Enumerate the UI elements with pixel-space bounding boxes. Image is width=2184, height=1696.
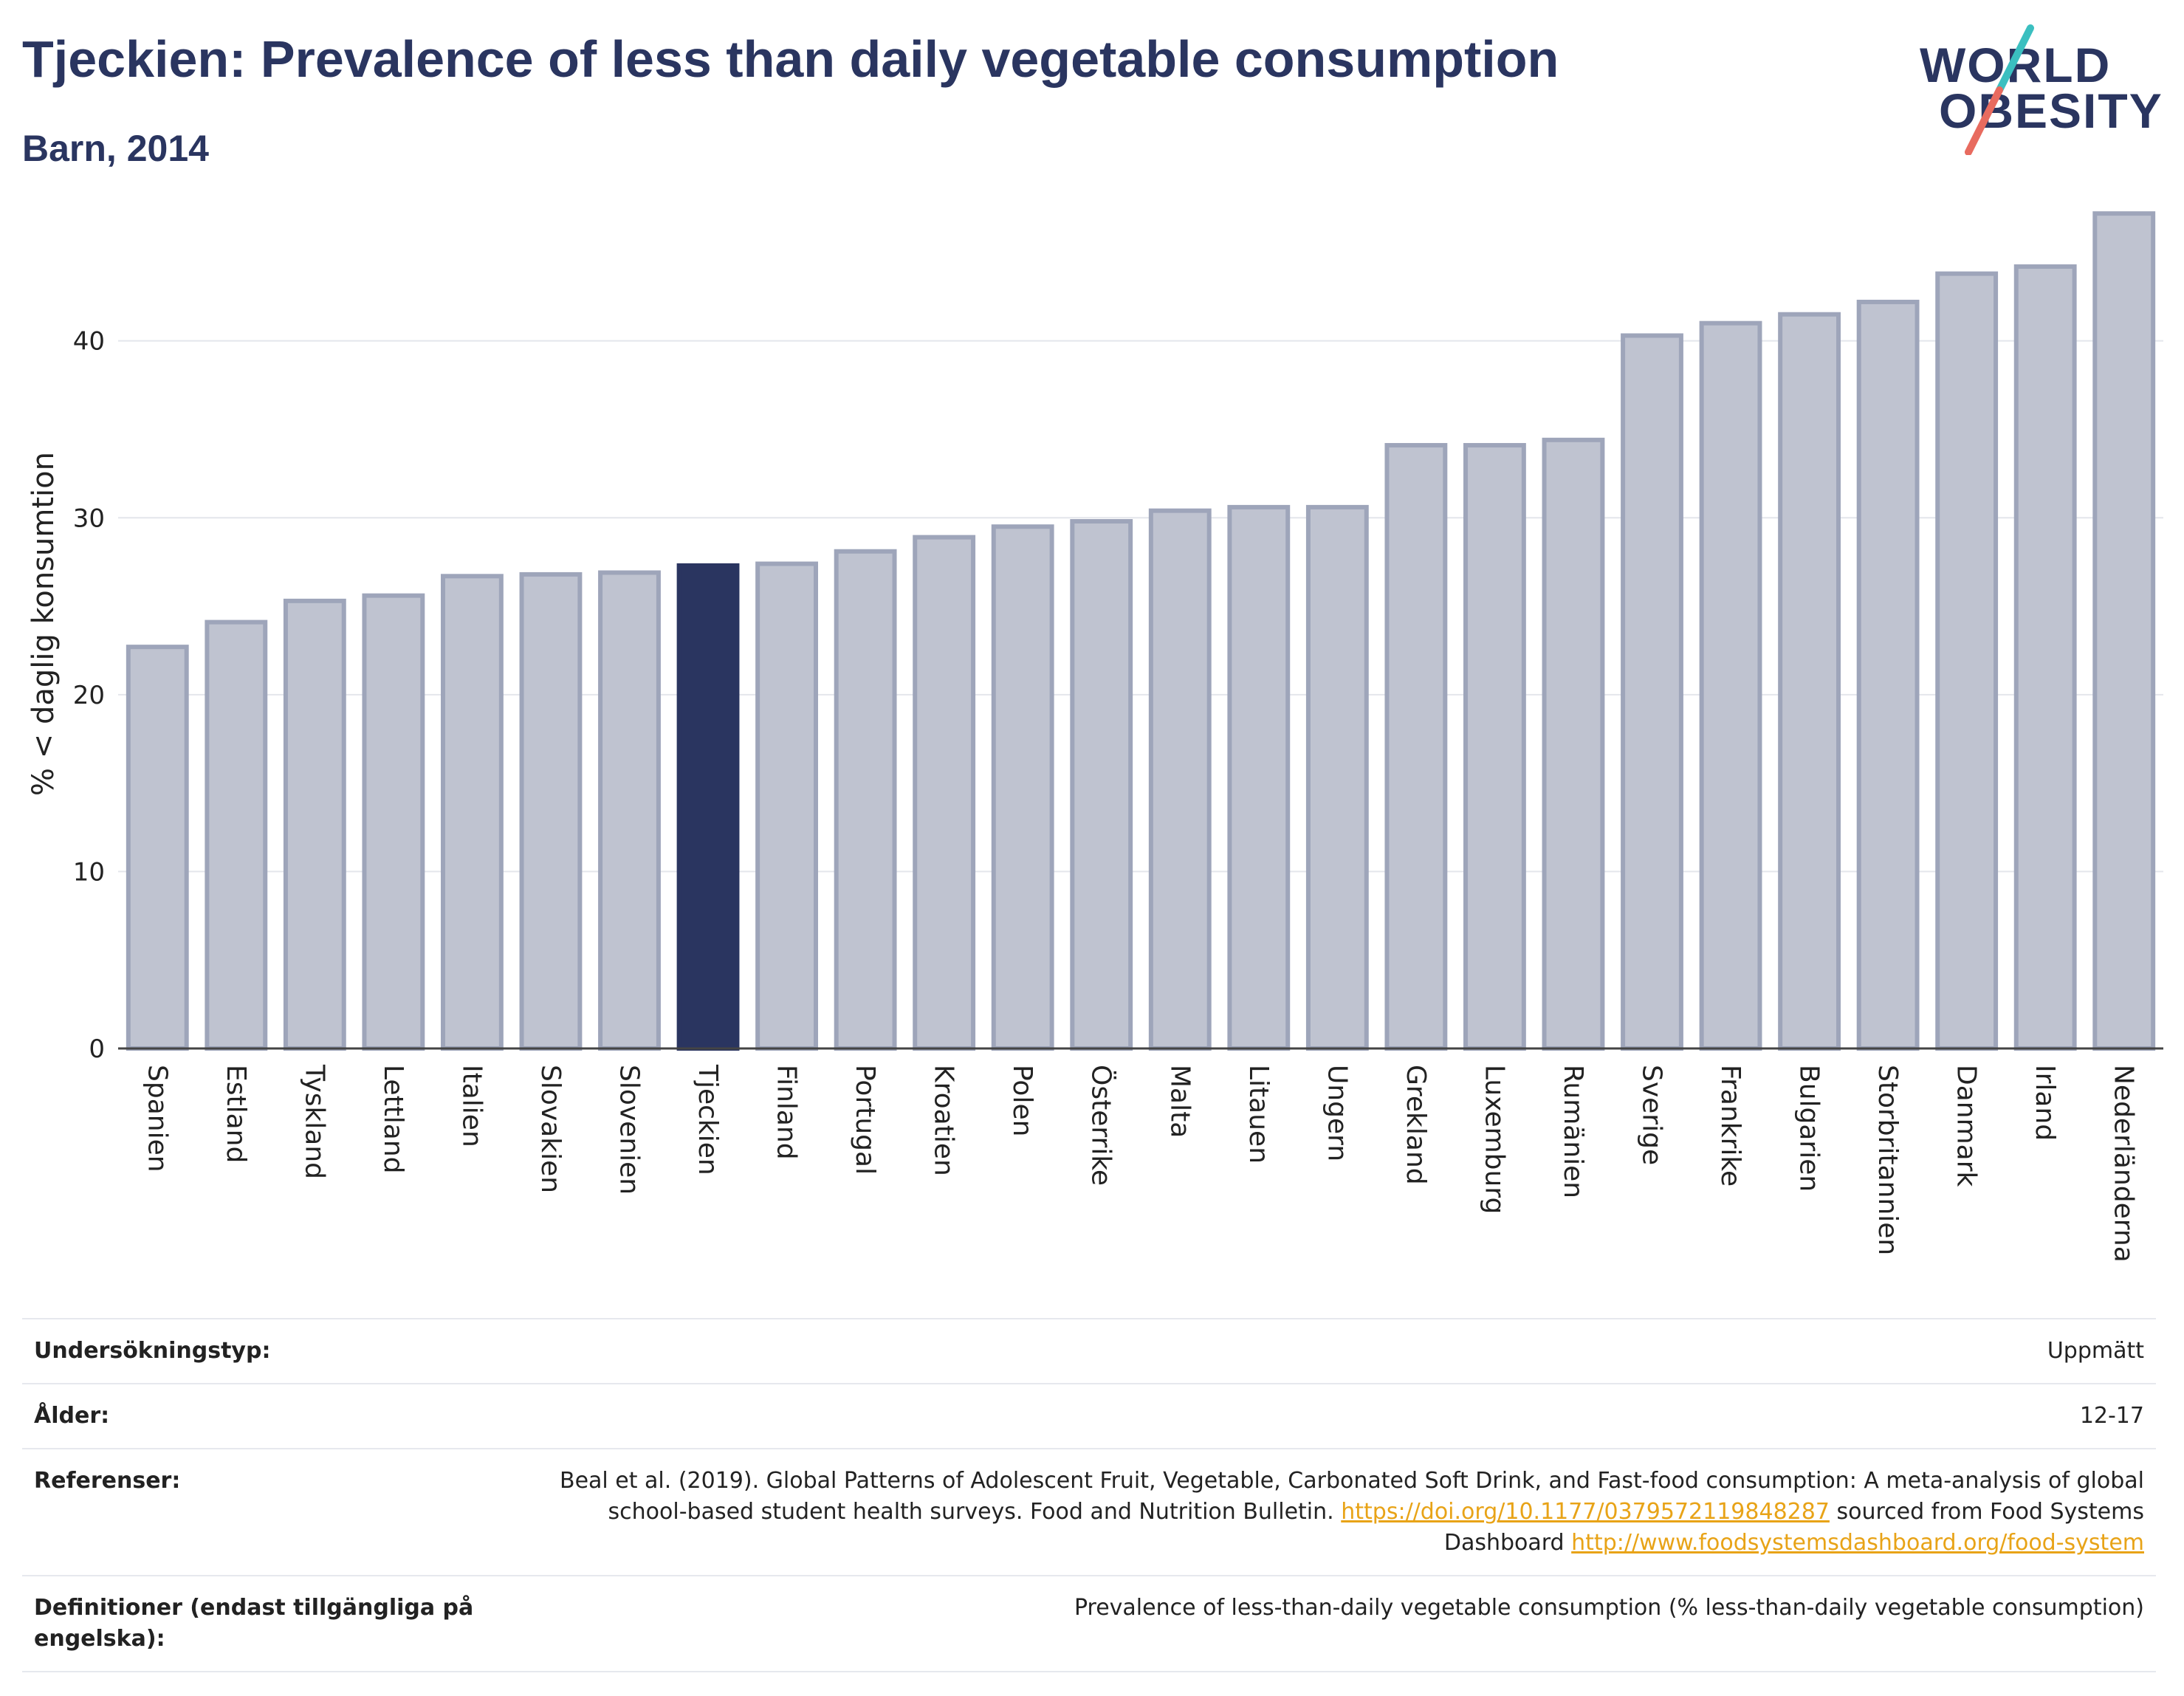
metadata-table: Undersökningstyp: Uppmätt Ålder: 12-17 R… xyxy=(22,1318,2156,1672)
y-tick-label: 30 xyxy=(73,504,105,533)
x-tick-label: Tjeckien xyxy=(693,1064,723,1175)
x-tick-label: Slovakien xyxy=(535,1065,566,1193)
x-tick-label: Ungern xyxy=(1322,1065,1352,1161)
bar xyxy=(519,571,583,1051)
bar xyxy=(2092,211,2156,1051)
meta-row-age: Ålder: 12-17 xyxy=(22,1383,2156,1448)
bar xyxy=(1856,299,1920,1051)
meta-value-references: Beal et al. (2019). Global Patterns of A… xyxy=(506,1466,2144,1559)
bar xyxy=(1621,333,1683,1051)
x-tick-label: Spanien xyxy=(142,1065,172,1173)
bar xyxy=(1384,443,1448,1051)
x-tick-label: Polen xyxy=(1007,1065,1037,1136)
bar xyxy=(1305,504,1369,1051)
bar xyxy=(1070,519,1133,1051)
food-systems-link[interactable]: http://www.foodsystemsdashboard.org/food… xyxy=(1571,1530,2144,1556)
meta-value-definitions: Prevalence of less-than-daily vegetable … xyxy=(1074,1595,2144,1621)
bar xyxy=(676,563,740,1051)
bar xyxy=(362,593,425,1051)
x-tick-label: Portugal xyxy=(850,1065,880,1175)
bar-chart: 0 10 20 30 40 % < daglig konsumtion Spanien Est… xyxy=(27,211,2163,1263)
bar xyxy=(283,598,346,1051)
x-tick-label: Grekland xyxy=(1401,1065,1431,1185)
x-tick-label: Danmark xyxy=(1951,1065,1982,1187)
x-tick-label: Kroatien xyxy=(929,1065,959,1176)
x-tick-label: Lettland xyxy=(378,1065,408,1174)
y-tick-label: 40 xyxy=(73,327,105,357)
meta-row-definitions: Definitioner (endast tillgängliga på eng… xyxy=(22,1575,2156,1672)
x-tick-label: Nederländerna xyxy=(2109,1065,2139,1263)
x-tick-label: Frankrike xyxy=(1715,1065,1745,1187)
page-subtitle: Barn, 2014 xyxy=(22,128,209,169)
meta-value-age: 12-17 xyxy=(2079,1403,2144,1429)
bar xyxy=(1463,443,1526,1051)
page-title: Tjeckien: Prevalence of less than daily … xyxy=(22,30,1559,88)
x-tick-label: Rumänien xyxy=(1558,1065,1588,1198)
x-tick-label: Luxemburg xyxy=(1479,1065,1509,1214)
meta-key-age: Ålder: xyxy=(34,1403,110,1429)
x-tick-label: Litauen xyxy=(1243,1065,1274,1164)
x-tick-label: Finland xyxy=(772,1065,802,1160)
x-tick-label: Slovenien xyxy=(614,1065,645,1195)
bar xyxy=(1148,508,1212,1051)
x-tick-label: Storbritannien xyxy=(1872,1065,1903,1255)
bar xyxy=(1778,312,1841,1051)
x-tick-label: Tyskland xyxy=(299,1064,329,1179)
bar xyxy=(755,561,818,1051)
world-obesity-logo: WORLD OBESITY xyxy=(1920,22,2163,155)
x-tick-label: Irland xyxy=(2030,1065,2060,1141)
y-tick-label: 0 xyxy=(89,1034,105,1064)
x-tick-label: Bulgarien xyxy=(1794,1065,1824,1192)
y-tick-label: 20 xyxy=(73,681,105,710)
bar xyxy=(1542,437,1605,1051)
x-tick-label: Italien xyxy=(456,1065,487,1147)
logo-slash-icon xyxy=(1965,24,2034,155)
bar xyxy=(205,619,268,1051)
y-axis-title: % < daglig konsumtion xyxy=(27,452,61,796)
bar xyxy=(1935,271,1999,1051)
meta-key-definitions: Definitioner (endast tillgängliga på eng… xyxy=(34,1595,474,1652)
bar xyxy=(834,549,897,1051)
meta-row-references: Referenser: Beal et al. (2019). Global P… xyxy=(22,1448,2156,1575)
x-tick-label: Malta xyxy=(1164,1065,1195,1138)
bar xyxy=(441,574,504,1051)
doi-link[interactable]: https://doi.org/10.1177/0379572119848287 xyxy=(1341,1499,1830,1525)
reference-source-text: sourced from Food Systems Dashboard xyxy=(1443,1499,2144,1556)
bar xyxy=(126,645,189,1051)
meta-key-references: Referenser: xyxy=(34,1468,181,1494)
reference-text: Beal et al. (2019). Global Patterns of A… xyxy=(559,1468,2144,1525)
x-tick-label: Sverige xyxy=(1637,1065,1667,1165)
meta-key-survey-type: Undersökningstyp: xyxy=(34,1338,271,1364)
bar xyxy=(2013,264,2077,1051)
bar xyxy=(991,524,1054,1051)
y-tick-label: 10 xyxy=(73,857,105,887)
bar xyxy=(598,570,661,1051)
bar xyxy=(1699,320,1762,1051)
meta-row-survey-type: Undersökningstyp: Uppmätt xyxy=(22,1318,2156,1383)
x-tick-label: Österrike xyxy=(1086,1065,1117,1186)
meta-value-survey-type: Uppmätt xyxy=(2047,1338,2144,1364)
bar xyxy=(913,535,976,1051)
x-tick-label: Estland xyxy=(221,1065,251,1163)
bar xyxy=(1227,504,1291,1051)
